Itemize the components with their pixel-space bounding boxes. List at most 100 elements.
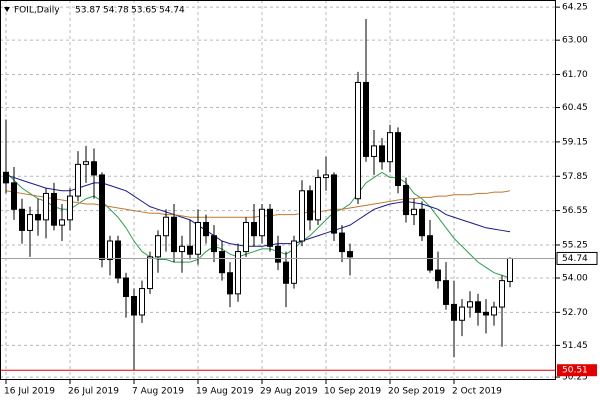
candle-body bbox=[11, 182, 17, 210]
candle-body bbox=[139, 288, 145, 316]
candle-body bbox=[403, 185, 409, 216]
candle-body bbox=[395, 132, 401, 187]
candle-body bbox=[371, 145, 377, 157]
min-label: 50.51 bbox=[562, 366, 588, 376]
candle-body bbox=[451, 303, 457, 321]
y-tick-label: 51.45 bbox=[562, 341, 588, 351]
candle-body bbox=[115, 240, 121, 279]
candle-body bbox=[107, 240, 113, 260]
candle-body bbox=[315, 177, 321, 221]
candle-body bbox=[251, 222, 257, 237]
candle-body bbox=[147, 256, 153, 290]
candle-body bbox=[507, 257, 513, 282]
y-tick-label: 59.15 bbox=[562, 137, 588, 147]
axis: 64.25 63.00 61.70 60.45 59.15 57.85 56.55 55.25… bbox=[4, 3, 598, 397]
candle-body bbox=[275, 245, 281, 263]
candle-body bbox=[59, 219, 65, 226]
candle-body bbox=[467, 301, 473, 308]
candle-body bbox=[203, 222, 209, 237]
chart-title: FOIL,Daily bbox=[14, 6, 60, 16]
candle-body bbox=[123, 277, 129, 297]
candle-body bbox=[347, 251, 353, 258]
candle-body bbox=[339, 232, 345, 253]
candle-body bbox=[379, 145, 385, 163]
y-tick-label: 52.70 bbox=[562, 308, 588, 318]
candle-body bbox=[443, 280, 449, 305]
candle-body bbox=[43, 192, 49, 221]
candle-body bbox=[483, 311, 489, 316]
candle-body bbox=[67, 195, 73, 221]
candle-body bbox=[267, 208, 273, 247]
header-close: 54.74 bbox=[159, 6, 185, 16]
candle-body bbox=[131, 295, 137, 316]
candle-body bbox=[187, 245, 193, 255]
candle-body bbox=[91, 161, 97, 176]
price-label-box bbox=[556, 251, 598, 265]
ma-line bbox=[5, 174, 511, 247]
candle-body bbox=[307, 190, 313, 221]
candle-body bbox=[435, 269, 441, 282]
y-tick-label: 50.25 bbox=[562, 373, 588, 383]
y-tick-label: 55.25 bbox=[562, 240, 588, 250]
candle-body bbox=[51, 192, 57, 226]
candle-body bbox=[331, 174, 337, 234]
candle-body bbox=[355, 81, 361, 200]
candle-body bbox=[3, 171, 9, 184]
y-tick-label: 56.55 bbox=[562, 206, 588, 216]
candle-body bbox=[411, 208, 417, 216]
candle-body bbox=[219, 251, 225, 274]
x-tick-label: 10 Sep 2019 bbox=[324, 387, 381, 397]
candle-body bbox=[283, 261, 289, 284]
candle-body bbox=[475, 301, 481, 313]
candle-body bbox=[323, 174, 329, 179]
x-tick-label: 19 Aug 2019 bbox=[196, 387, 254, 397]
candle-body bbox=[243, 222, 249, 253]
candle-body bbox=[427, 235, 433, 271]
candle-body bbox=[227, 272, 233, 295]
candle-body bbox=[179, 245, 185, 253]
x-tick-label: 29 Aug 2019 bbox=[260, 387, 318, 397]
candle-body bbox=[99, 174, 105, 260]
y-tick-label: 63.00 bbox=[562, 36, 588, 46]
candle-body bbox=[163, 216, 169, 237]
candle-body bbox=[211, 235, 217, 253]
candle-body bbox=[155, 235, 161, 258]
y-tick-label: 60.45 bbox=[562, 103, 588, 113]
candle-body bbox=[363, 81, 369, 157]
candle-body bbox=[195, 222, 201, 255]
candle-body bbox=[259, 208, 265, 237]
header-icon bbox=[4, 7, 10, 12]
header-open: 53.87 bbox=[75, 6, 101, 16]
header-high: 54.78 bbox=[103, 6, 129, 16]
x-tick-label: 7 Aug 2019 bbox=[132, 387, 184, 397]
candle-body bbox=[19, 208, 25, 231]
candle-body bbox=[35, 214, 41, 221]
candle-body bbox=[75, 163, 81, 197]
ma-line bbox=[5, 190, 511, 218]
min-label-box bbox=[557, 364, 597, 377]
candle-body bbox=[83, 161, 89, 165]
candle-body bbox=[459, 306, 465, 321]
y-tick-label: 61.70 bbox=[562, 70, 588, 80]
candle-body bbox=[387, 132, 393, 163]
x-tick-label: 20 Sep 2019 bbox=[388, 387, 445, 397]
x-tick-label: 16 Jul 2019 bbox=[4, 387, 55, 397]
candle-body bbox=[491, 306, 497, 316]
x-tick-label: 2 Oct 2019 bbox=[452, 387, 502, 397]
header-low: 53.65 bbox=[131, 6, 157, 16]
y-tick-label: 54.00 bbox=[562, 273, 588, 283]
plot-frame bbox=[0, 0, 556, 380]
ma-line bbox=[5, 171, 511, 279]
price-label: 54.74 bbox=[562, 254, 588, 264]
candle-body bbox=[291, 240, 297, 284]
candle-body bbox=[419, 208, 425, 237]
candle-body bbox=[499, 280, 505, 308]
plot bbox=[0, 19, 556, 371]
candle-body bbox=[171, 216, 177, 253]
y-tick-label: 57.85 bbox=[562, 172, 588, 182]
candle-body bbox=[299, 190, 305, 242]
y-tick-label: 64.25 bbox=[562, 3, 588, 13]
candle-body bbox=[27, 214, 33, 231]
